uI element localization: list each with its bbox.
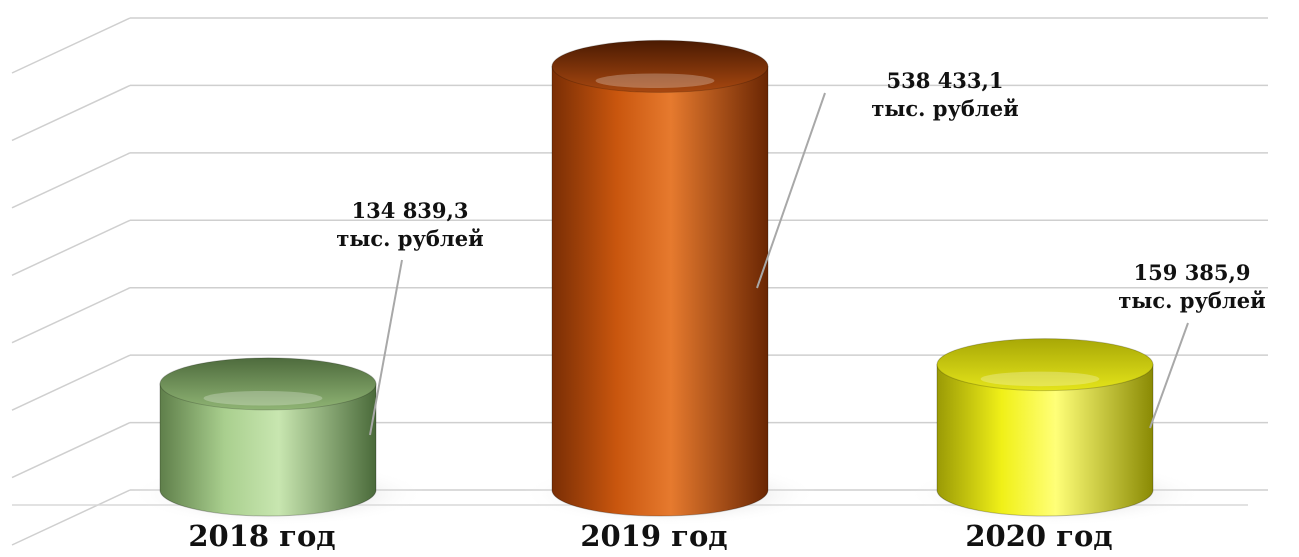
- bars: [130, 39, 1203, 526]
- data-label-unit: тыс. рублей: [1118, 288, 1265, 313]
- bar-highlight: [203, 390, 323, 406]
- bar-top: [936, 338, 1154, 392]
- data-label-value: 538 433,1: [887, 68, 1004, 93]
- data-label-unit: тыс. рублей: [871, 96, 1018, 121]
- bar-body: [551, 65, 769, 517]
- bar-top: [551, 39, 769, 93]
- data-label-value: 159 385,9: [1134, 260, 1251, 285]
- bar-highlight: [595, 73, 715, 89]
- category-label: 2018 год: [188, 519, 335, 553]
- bar-2018: [130, 357, 426, 526]
- leader-line: [1149, 322, 1189, 429]
- bar-2020: [907, 338, 1203, 526]
- leader-line: [756, 92, 826, 289]
- bar-body: [159, 383, 377, 517]
- bar-body: [936, 364, 1154, 517]
- data-label-value: 134 839,3: [352, 198, 469, 223]
- bar-top: [159, 357, 377, 411]
- bar-2019: [522, 39, 818, 526]
- category-label: 2019 год: [580, 519, 727, 553]
- data-label-unit: тыс. рублей: [336, 226, 483, 251]
- gridline: [11, 17, 1268, 74]
- leader-line: [369, 259, 403, 436]
- labels: 2018 год 134 839,3 тыс. рублей 2019 год 538 …: [188, 68, 1265, 553]
- category-label: 2020 год: [965, 519, 1112, 553]
- bar-highlight: [980, 371, 1100, 387]
